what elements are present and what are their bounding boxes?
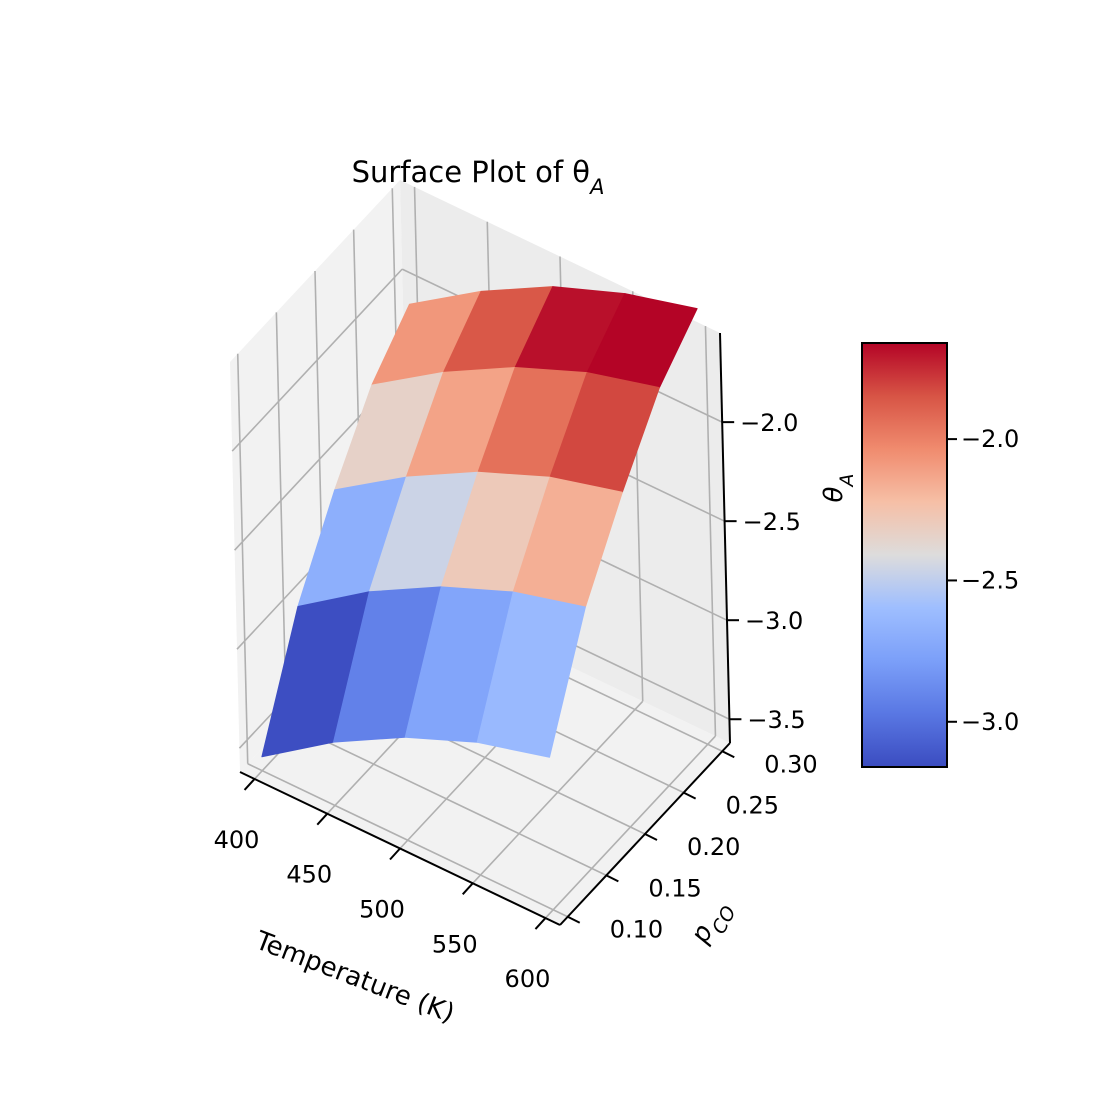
x-tick-label: 550 — [432, 930, 478, 958]
x-tick-label: 600 — [505, 965, 551, 993]
z-tick-label: −3.5 — [747, 706, 805, 734]
z-tick-label: −2.0 — [740, 409, 798, 437]
y-tick-label: 0.10 — [610, 916, 663, 944]
y-tick-label: 0.30 — [764, 750, 817, 778]
grid-line-x-back — [704, 326, 717, 737]
x-tick-label: 450 — [286, 861, 332, 889]
colorbar-tick-label: −2.0 — [961, 425, 1019, 453]
y-tick-mark — [567, 915, 581, 924]
y-tick-mark — [644, 833, 658, 841]
y-tick-mark — [605, 874, 619, 883]
x-tick-mark — [243, 778, 256, 791]
z-axis-label: θA — [819, 474, 858, 503]
chart-title: Surface Plot of θA — [352, 155, 605, 199]
y-axis-label: pCO — [685, 894, 741, 953]
grid-line-y-floor — [247, 763, 569, 918]
colorbar: −2.0 −2.5 −3.0 — [861, 342, 1019, 768]
tick-labels: 400 450 500 550 600 0.10 0.15 0.20 0.25 0.30 −2.0 −… — [214, 409, 818, 993]
surface-mesh — [261, 286, 698, 758]
y-tick-label: 0.25 — [726, 792, 779, 820]
colorbar-tick-label: −3.0 — [961, 708, 1019, 736]
x-tick-mark — [461, 882, 474, 895]
z-axis-label-main: θ — [819, 486, 849, 502]
chart-title-main: Surface Plot of θ — [352, 155, 591, 189]
colorbar-tick-label: −2.5 — [961, 566, 1019, 594]
grid-line-y-left — [236, 353, 249, 764]
grid-line-y-left — [275, 312, 288, 723]
x-tick-mark — [534, 917, 547, 930]
grid-line-z-left — [231, 268, 403, 452]
x-tick-label: 500 — [359, 896, 405, 924]
colorbar-ticks: −2.0 −2.5 −3.0 — [947, 425, 1019, 736]
surface-patch — [476, 591, 586, 758]
z-axis-label-subscript: A — [836, 474, 858, 489]
z-tick-label: −3.0 — [745, 607, 803, 635]
y-tick-label: 0.15 — [648, 874, 701, 902]
x-tick-mark — [316, 813, 329, 826]
colorbar-gradient — [861, 342, 948, 768]
z-tick-label: −2.5 — [743, 508, 801, 536]
x-axis-label: Temperature (K) — [250, 925, 458, 1029]
grid-line-y-floor — [286, 721, 607, 877]
x-tick-mark — [389, 847, 401, 861]
x-tick-label: 400 — [214, 826, 260, 854]
y-tick-label: 0.20 — [687, 833, 740, 861]
y-tick-mark — [721, 750, 735, 759]
chart-title-subscript: A — [588, 175, 604, 199]
z-axis-line — [719, 332, 731, 744]
y-tick-mark — [683, 791, 697, 800]
